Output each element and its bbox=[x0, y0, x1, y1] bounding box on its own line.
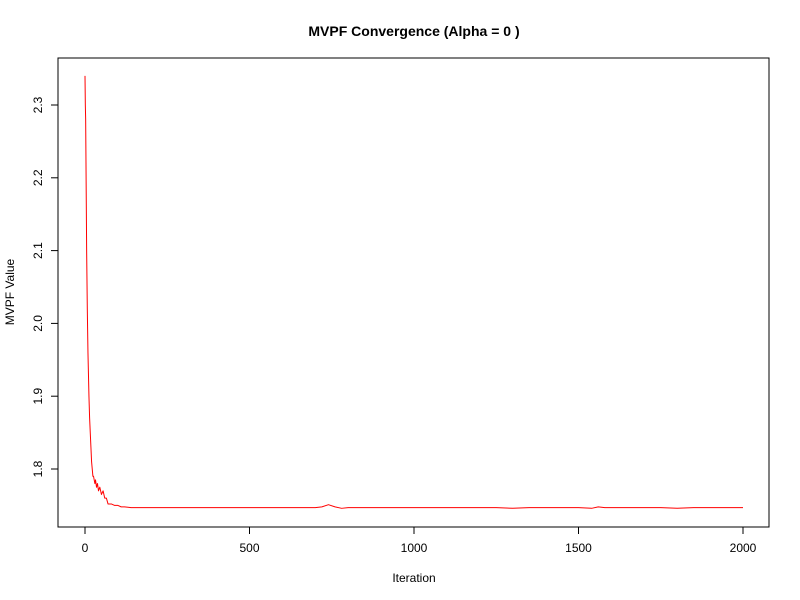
x-tick-label: 2000 bbox=[730, 541, 757, 555]
x-tick-label: 1000 bbox=[401, 541, 428, 555]
x-axis-label: Iteration bbox=[392, 571, 435, 585]
y-tick-label: 1.8 bbox=[31, 460, 45, 477]
y-tick-label: 1.9 bbox=[31, 388, 45, 405]
chart-title: MVPF Convergence (Alpha = 0 ) bbox=[308, 23, 519, 39]
y-tick-label: 2.2 bbox=[31, 169, 45, 186]
y-tick-label: 2.1 bbox=[31, 242, 45, 259]
plot-frame bbox=[57, 57, 770, 528]
y-tick-label: 2.0 bbox=[31, 315, 45, 332]
y-tick-label: 2.3 bbox=[31, 96, 45, 113]
x-tick-label: 0 bbox=[82, 541, 89, 555]
x-axis: 0 500 1000 1500 2000 bbox=[82, 526, 757, 555]
y-axis: 1.8 1.9 2.0 2.1 2.2 2.3 bbox=[31, 96, 59, 477]
y-axis-label: MVPF Value bbox=[3, 258, 17, 325]
series-line bbox=[84, 75, 743, 509]
series-layer bbox=[84, 75, 743, 509]
x-tick-label: 1500 bbox=[565, 541, 592, 555]
x-tick-label: 500 bbox=[239, 541, 259, 555]
